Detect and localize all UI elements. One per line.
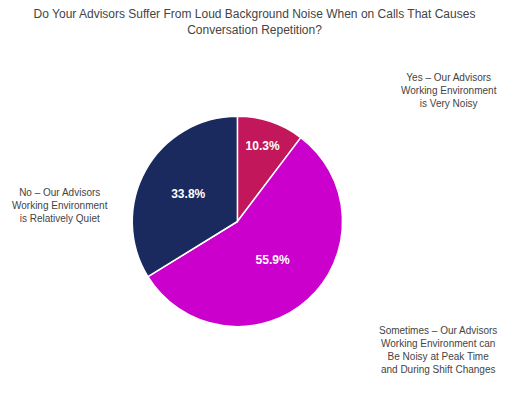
svg-text:Do Your Advisors Suffer From L: Do Your Advisors Suffer From Loud Backgr… xyxy=(34,7,476,37)
svg-text:33.8%: 33.8% xyxy=(171,187,205,201)
svg-text:Yes – Our AdvisorsWorking Envi: Yes – Our AdvisorsWorking Environmentis … xyxy=(401,72,497,109)
svg-text:No – Our AdvisorsWorking Envir: No – Our AdvisorsWorking Environmentis R… xyxy=(12,187,108,224)
svg-text:Sometimes – Our AdvisorsWorkin: Sometimes – Our AdvisorsWorking Environm… xyxy=(379,325,497,375)
svg-text:55.9%: 55.9% xyxy=(256,253,290,267)
svg-text:10.3%: 10.3% xyxy=(246,139,280,153)
